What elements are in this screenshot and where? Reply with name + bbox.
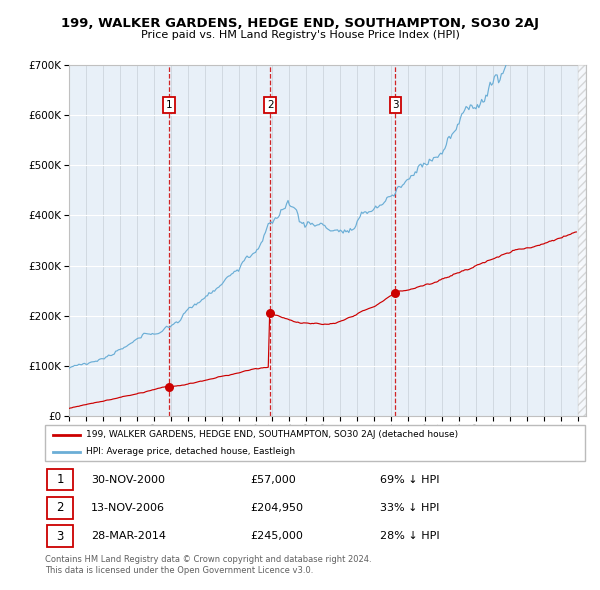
Text: 199, WALKER GARDENS, HEDGE END, SOUTHAMPTON, SO30 2AJ (detached house): 199, WALKER GARDENS, HEDGE END, SOUTHAMP… — [86, 430, 458, 439]
Text: 3: 3 — [392, 100, 399, 110]
Text: This data is licensed under the Open Government Licence v3.0.: This data is licensed under the Open Gov… — [45, 566, 313, 575]
Text: Contains HM Land Registry data © Crown copyright and database right 2024.: Contains HM Land Registry data © Crown c… — [45, 555, 371, 563]
Text: 1: 1 — [166, 100, 173, 110]
Text: 2: 2 — [267, 100, 274, 110]
Text: 28% ↓ HPI: 28% ↓ HPI — [380, 531, 439, 541]
Text: £204,950: £204,950 — [250, 503, 303, 513]
Bar — [47, 526, 73, 547]
Text: 30-NOV-2000: 30-NOV-2000 — [91, 475, 165, 485]
Bar — [47, 497, 73, 519]
Text: HPI: Average price, detached house, Eastleigh: HPI: Average price, detached house, East… — [86, 447, 295, 456]
Text: 33% ↓ HPI: 33% ↓ HPI — [380, 503, 439, 513]
Text: 2: 2 — [56, 502, 64, 514]
Text: 69% ↓ HPI: 69% ↓ HPI — [380, 475, 439, 485]
Text: 3: 3 — [56, 530, 64, 543]
Text: £57,000: £57,000 — [250, 475, 296, 485]
Text: 199, WALKER GARDENS, HEDGE END, SOUTHAMPTON, SO30 2AJ: 199, WALKER GARDENS, HEDGE END, SOUTHAMP… — [61, 17, 539, 30]
Text: Price paid vs. HM Land Registry's House Price Index (HPI): Price paid vs. HM Land Registry's House … — [140, 30, 460, 40]
Text: £245,000: £245,000 — [250, 531, 303, 541]
Text: 1: 1 — [56, 473, 64, 486]
Text: 28-MAR-2014: 28-MAR-2014 — [91, 531, 166, 541]
Text: 13-NOV-2006: 13-NOV-2006 — [91, 503, 165, 513]
Bar — [47, 469, 73, 490]
